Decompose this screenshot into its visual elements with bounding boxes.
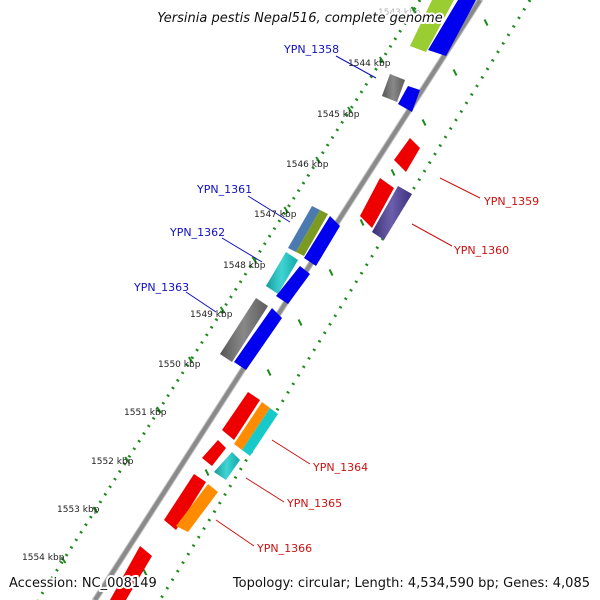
gene-feature-steelblue-1547[interactable] bbox=[288, 206, 320, 252]
kbp-tick-mark bbox=[92, 506, 99, 514]
gene-feature-cyan-1552[interactable] bbox=[214, 452, 240, 480]
tick-label-1552: 1552 kbp bbox=[91, 457, 134, 467]
gene-label-ypn-1366[interactable]: YPN_1366 bbox=[256, 542, 312, 555]
tick-label-1548: 1548 kbp bbox=[223, 261, 266, 271]
gene-label-ypn-1363[interactable]: YPN_1363 bbox=[133, 281, 189, 294]
gene-feature-cyan-1548[interactable] bbox=[266, 252, 298, 294]
gene-feature-blue-1550[interactable] bbox=[234, 308, 282, 370]
leader-line-ypn-1365 bbox=[245, 477, 285, 503]
leader-line-ypn-1361 bbox=[247, 195, 291, 223]
accession-text: Accession: NC_008149 bbox=[9, 576, 157, 591]
leader-line-ypn-1359 bbox=[439, 177, 481, 199]
tick-label-1543: 1543 kbp bbox=[378, 8, 421, 18]
kbp-tick-mark bbox=[187, 356, 194, 364]
gene-label-ypn-1359[interactable]: YPN_1359 bbox=[483, 195, 539, 208]
outer-right-dots bbox=[158, 0, 532, 600]
tick-label-1547: 1547 kbp bbox=[254, 210, 297, 220]
kbp-tick-mark bbox=[156, 406, 162, 414]
tick-label-1553: 1553 kbp bbox=[57, 505, 100, 515]
kbp-tick-mark bbox=[347, 106, 353, 114]
leader-line-ypn-1358 bbox=[335, 55, 377, 79]
tick-label-1551: 1551 kbp bbox=[124, 408, 167, 418]
inner-tick-dash bbox=[266, 369, 272, 376]
kbp-tick-mark bbox=[283, 206, 290, 214]
leader-line-ypn-1360 bbox=[411, 223, 453, 247]
kbp-tick-mark bbox=[124, 456, 130, 464]
gene-label-ypn-1360[interactable]: YPN_1360 bbox=[453, 244, 509, 257]
gene-label-ypn-1362[interactable]: YPN_1362 bbox=[169, 226, 225, 239]
gene-feature-gray-1544[interactable] bbox=[382, 74, 405, 102]
tick-label-1545: 1545 kbp bbox=[317, 110, 360, 120]
kbp-tick-mark bbox=[315, 156, 321, 164]
map-footer: Accession: NC_008149 Topology: circular;… bbox=[7, 574, 592, 593]
gene-feature-cyan-1551[interactable] bbox=[242, 408, 278, 456]
gene-label-ypn-1364[interactable]: YPN_1364 bbox=[312, 461, 368, 474]
leader-line-ypn-1366 bbox=[215, 519, 255, 547]
gene-feature-red-1546[interactable] bbox=[394, 138, 420, 172]
inner-tick-dash bbox=[328, 269, 334, 276]
gene-feature-red-1554[interactable] bbox=[110, 546, 152, 600]
gene-feature-orange-1553[interactable] bbox=[176, 484, 218, 532]
map-title-text: Yersinia pestis Nepal516, complete genom… bbox=[157, 11, 442, 26]
kbp-tick-mark bbox=[60, 556, 67, 564]
gene-feature-blue-1548[interactable] bbox=[304, 216, 340, 266]
gene-feature-gray-1549[interactable] bbox=[220, 298, 268, 362]
outer-dotted-ring bbox=[36, 0, 532, 600]
tick-label-1550: 1550 kbp bbox=[158, 360, 201, 370]
kbp-tick-mark bbox=[378, 56, 385, 64]
inner-tick-dash bbox=[297, 319, 303, 326]
inner-tick-dash bbox=[204, 469, 210, 476]
gene-feature-blue-1544[interactable] bbox=[398, 86, 420, 112]
inner-tick-dash bbox=[359, 219, 365, 226]
kbp-tick-labels: 1543 kbp 1544 kbp 1545 kbp 1546 kbp 1547… bbox=[22, 8, 421, 563]
genome-stats-text: Topology: circular; Length: 4,534,590 bp… bbox=[232, 576, 590, 591]
gene-feature-red-1551[interactable] bbox=[222, 392, 260, 440]
tick-label-1549: 1549 kbp bbox=[190, 310, 233, 320]
inner-tick-dash bbox=[483, 19, 489, 26]
kbp-tick-mark bbox=[219, 306, 226, 314]
gene-label-ypn-1361[interactable]: YPN_1361 bbox=[196, 183, 252, 196]
gene-feature-red-1553[interactable] bbox=[164, 474, 206, 530]
gene-feature-blue-1549[interactable] bbox=[276, 266, 310, 304]
outer-left-dots bbox=[36, 0, 422, 600]
leader-line-ypn-1363 bbox=[185, 291, 217, 313]
kbp-tick-mark bbox=[410, 6, 417, 14]
gene-feature-orange-1551[interactable] bbox=[234, 402, 270, 450]
gene-feature-purple-1547[interactable] bbox=[372, 186, 412, 240]
gene-feature-blue-top[interactable] bbox=[428, 0, 476, 56]
gene-feature-olive-1547[interactable] bbox=[296, 210, 328, 256]
kbp-tick-mark bbox=[251, 256, 258, 264]
gene-labels: YPN_1358 YPN_1361 YPN_1362 YPN_1363 YPN_… bbox=[133, 43, 539, 555]
inner-tick-dash bbox=[142, 569, 148, 576]
inner-tick-dash bbox=[452, 69, 458, 76]
label-leader-lines bbox=[185, 55, 481, 547]
gene-feature-lightgreen-top[interactable] bbox=[410, 0, 454, 52]
leader-line-ypn-1362 bbox=[221, 237, 263, 263]
gene-features bbox=[110, 0, 476, 600]
tick-label-1544: 1544 kbp bbox=[348, 59, 391, 69]
tick-label-1546: 1546 kbp bbox=[286, 160, 329, 170]
gene-feature-red-1547[interactable] bbox=[360, 178, 394, 228]
map-title: Yersinia pestis Nepal516, complete genom… bbox=[155, 9, 444, 28]
inner-tick-dash bbox=[390, 169, 396, 176]
tick-label-1554: 1554 kbp bbox=[22, 553, 65, 563]
leader-line-ypn-1364 bbox=[271, 439, 311, 465]
gene-label-ypn-1358[interactable]: YPN_1358 bbox=[283, 43, 339, 56]
inner-tick-dash bbox=[421, 119, 427, 126]
gene-feature-red-1552[interactable] bbox=[202, 440, 226, 466]
gene-label-ypn-1365[interactable]: YPN_1365 bbox=[286, 497, 342, 510]
